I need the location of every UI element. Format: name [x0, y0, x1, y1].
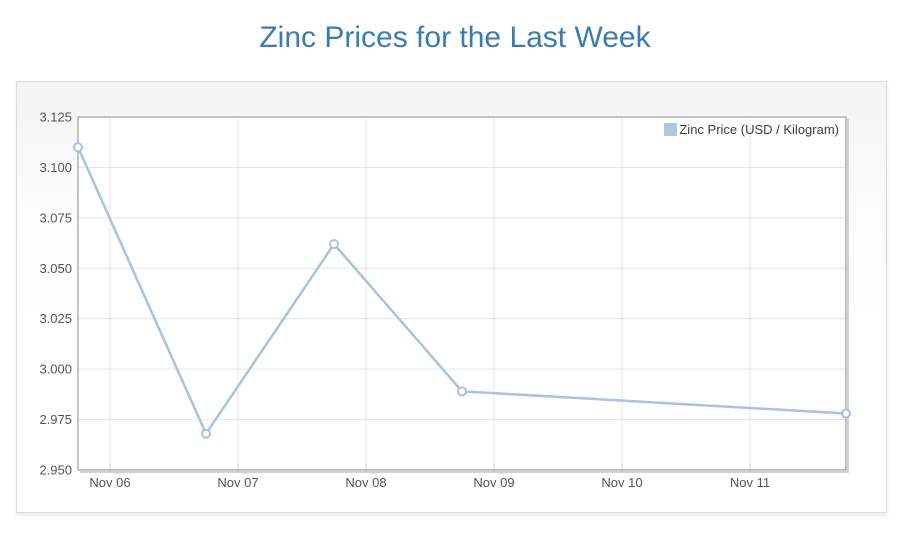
- y-tick-label: 3.075: [39, 210, 72, 225]
- x-tick-label: Nov 06: [89, 475, 130, 490]
- data-point-marker: [457, 386, 467, 397]
- y-tick-label: 2.975: [39, 412, 72, 427]
- x-tick-label: Nov 09: [473, 475, 514, 490]
- y-tick-label: 3.125: [39, 110, 72, 125]
- page-title: Zinc Prices for the Last Week: [259, 21, 651, 54]
- chart-legend: Zinc Price (USD / Kilogram): [664, 122, 839, 137]
- data-point-marker: [329, 239, 339, 250]
- x-tick-label: Nov 08: [345, 475, 386, 490]
- plot-background: [78, 117, 846, 470]
- x-tick-label: Nov 11: [730, 475, 770, 490]
- legend-swatch-icon: [664, 123, 678, 136]
- chart-panel: 3.125 3.100 3.075 3.050 3.025 3.000 2.975 2.950…: [16, 81, 887, 513]
- x-tick-label: Nov 10: [601, 475, 642, 490]
- legend-label: Zinc Price (USD / Kilogram): [679, 122, 839, 137]
- data-point-marker: [201, 428, 211, 439]
- line-chart: 3.125 3.100 3.075 3.050 3.025 3.000 2.975 2.950…: [39, 110, 851, 490]
- x-tick-label: Nov 07: [217, 475, 258, 490]
- data-point-marker: [73, 142, 83, 153]
- y-tick-label: 3.050: [39, 261, 72, 276]
- y-tick-label: 2.950: [39, 463, 72, 478]
- data-point-marker: [841, 408, 851, 419]
- y-tick-label: 3.025: [39, 311, 72, 326]
- plot-border: [77, 116, 847, 471]
- y-tick-label: 3.100: [39, 160, 72, 175]
- y-tick-label: 3.000: [39, 362, 72, 377]
